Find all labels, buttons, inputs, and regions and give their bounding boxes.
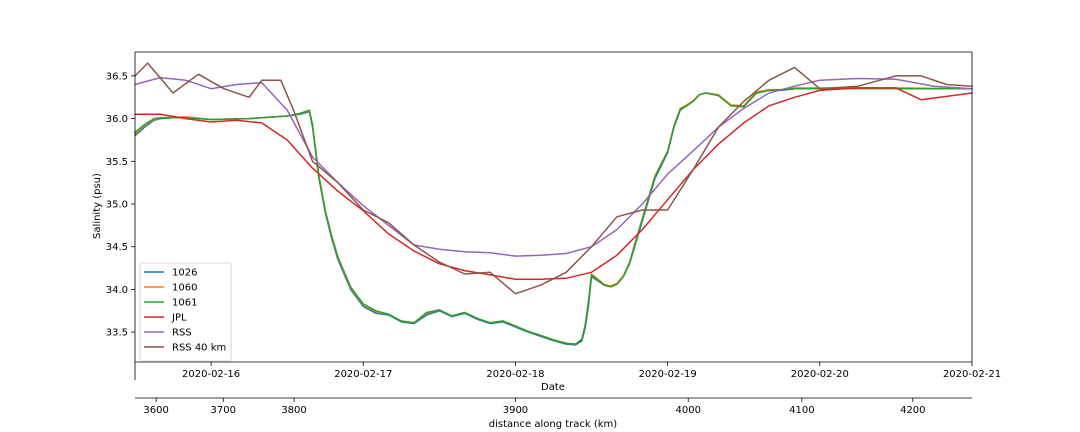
legend-label: 1026 [172,268,197,279]
series-line-rss-40-km [134,62,973,295]
distance-tick-label: 3600 [143,405,168,416]
plot-background [135,52,972,362]
secondary-x-axis-label: distance along track (km) [489,419,618,430]
y-tick-label: 36.5 [106,71,128,82]
x-tick-label: 2020-02-17 [334,369,392,380]
y-tick-label: 36.0 [106,114,128,125]
y-tick-label: 35.5 [106,157,128,168]
y-axis-label: Salinity (psu) [92,173,103,239]
y-tick-label: 34.0 [106,285,128,296]
distance-tick-label: 3900 [503,405,528,416]
legend-label: RSS [172,328,192,339]
distance-tick-label: 3800 [281,405,306,416]
legend-label: 1060 [172,283,197,294]
series-line-jpl [134,87,973,280]
legend-label: JPL [171,313,187,324]
x-tick-label: 2020-02-20 [791,369,849,380]
x-tick-label: 2020-02-18 [486,369,544,380]
x-tick-label: 2020-02-21 [943,369,1001,380]
distance-tick-label: 4100 [789,405,814,416]
x-axis-label: Date [541,382,565,393]
series-layer [134,62,973,346]
y-tick-label: 34.5 [106,242,128,253]
distance-tick-label: 4200 [900,405,925,416]
x-tick-label: 2020-02-16 [182,369,240,380]
axes-layer: 33.5 34.0 34.5 35.0 35.5 36.0 36.5 2020-02-16 20… [106,51,1001,416]
series-line-1061 [134,87,973,345]
legend-label: 1061 [172,298,197,309]
distance-tick-label: 3700 [211,405,236,416]
x-tick-label: 2020-02-19 [639,369,697,380]
y-tick-label: 35.0 [106,200,128,211]
y-tick-label: 33.5 [106,328,128,339]
legend: 1026 1060 1061 JPL RSS RSS 40 km [139,262,232,362]
distance-tick-label: 4000 [676,405,701,416]
plot-area [135,52,972,362]
legend-label: RSS 40 km [172,343,226,354]
series-line-rss [134,76,973,257]
